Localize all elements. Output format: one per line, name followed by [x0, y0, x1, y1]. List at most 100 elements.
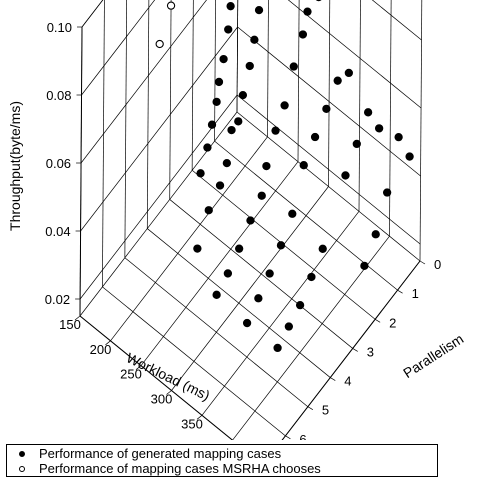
generated-point	[298, 30, 308, 39]
generated-point	[288, 209, 297, 218]
generated-point	[271, 126, 280, 135]
throughput-tick-label: 0.04	[45, 224, 70, 239]
generated-point	[245, 61, 254, 71]
generated-point	[280, 101, 289, 110]
parallelism-tick-label: 1	[412, 286, 419, 301]
generated-point	[215, 181, 225, 190]
right-wall-grid-line-vertical	[419, 0, 423, 262]
throughput-tick-label: 0.08	[46, 88, 71, 103]
generated-point	[226, 2, 235, 11]
chart-panels	[74, 0, 426, 440]
left-wall-grid-line-vertical	[124, 0, 127, 258]
generated-point	[242, 318, 252, 328]
generated-point	[322, 104, 331, 113]
left-wall-grid-line-vertical	[191, 0, 194, 171]
workload-tick-label: 200	[90, 342, 112, 357]
workload-tick-mark	[135, 365, 142, 370]
left-wall-grid-line-horizontal	[81, 0, 156, 96]
generated-point	[212, 290, 221, 299]
workload-tick-label: 150	[59, 317, 81, 332]
msrha-point	[155, 39, 164, 49]
floor-grid-line-parallelism	[147, 228, 331, 378]
generated-point	[204, 206, 213, 215]
generated-point	[254, 294, 263, 303]
generated-point	[196, 169, 205, 178]
left-wall-grid-line-horizontal	[80, 26, 238, 232]
generated-point	[307, 272, 316, 282]
generated-point	[234, 117, 243, 126]
right-wall-grid-line-horizontal	[287, 0, 422, 109]
legend-label-msrha: Performance of mapping cases MSRHA choos…	[39, 461, 321, 476]
generated-point	[315, 0, 322, 2]
parallelism-tick-label: 3	[367, 344, 374, 359]
legend-label-generated: Performance of generated mapping cases	[39, 446, 282, 461]
generated-point	[214, 77, 224, 87]
throughput-tick-label: 0.06	[46, 156, 71, 171]
generated-point	[341, 171, 350, 180]
generated-point	[284, 322, 294, 331]
generated-point	[303, 7, 312, 16]
generated-point	[295, 300, 305, 310]
right-wall-grid-line-vertical	[358, 0, 361, 212]
throughput-axis-line	[79, 26, 83, 317]
left-wall-grid-line-horizontal	[79, 94, 238, 300]
floor-grid-line-parallelism	[169, 199, 353, 349]
generated-point	[219, 54, 228, 64]
generated-point	[224, 25, 233, 34]
generated-point	[265, 269, 274, 278]
generated-point	[352, 139, 361, 149]
floor-grid-line-workload	[140, 161, 299, 366]
parallelism-tick-label: 6	[299, 432, 306, 440]
generated-point	[193, 244, 202, 253]
throughput-tick-label: 0.10	[47, 20, 72, 35]
generated-point	[257, 191, 266, 200]
generated-point	[344, 68, 353, 78]
generated-point	[254, 5, 264, 15]
generated-point	[203, 143, 212, 152]
generated-point	[235, 244, 244, 253]
generated-point	[289, 62, 298, 71]
floor-grid-line-parallelism	[102, 286, 286, 437]
generated-point	[394, 132, 403, 142]
floor-grid-line-workload	[110, 136, 268, 342]
generated-point	[276, 241, 286, 250]
parallelism-tick-mark	[374, 318, 381, 323]
generated-point	[222, 158, 232, 168]
left-wall-grid-line-vertical	[214, 0, 216, 142]
filled-circle-icon	[19, 450, 25, 457]
parallelism-tick-mark	[397, 289, 403, 294]
parallelism-tick-mark	[307, 406, 314, 411]
workload-tick-label: 300	[151, 392, 173, 407]
generated-point	[246, 216, 255, 225]
parallelism-tick-label: 2	[389, 315, 396, 330]
workload-tick-mark	[74, 315, 81, 321]
legend-entry-generated: Performance of generated mapping cases	[19, 446, 281, 461]
z-axis-title: Throughput(byte/ms)	[7, 101, 23, 231]
generated-point	[360, 261, 369, 271]
generated-point	[212, 97, 221, 107]
floor-grid-line-workload	[281, 260, 421, 440]
workload-tick-label: 250	[120, 367, 142, 382]
generated-point	[405, 152, 414, 161]
floor-grid-line-workload	[232, 235, 390, 440]
floor-grid-line-workload	[171, 186, 329, 391]
right-wall-grid-line-horizontal	[237, 26, 421, 177]
parallelism-axis-line	[281, 260, 421, 440]
floor-grid-line-workload	[201, 211, 360, 416]
generated-point	[238, 90, 248, 100]
generated-point	[318, 244, 327, 253]
y-axis-title: Parallelism	[400, 330, 466, 381]
parallelism-tick-label: 4	[344, 374, 351, 389]
generated-point	[273, 343, 282, 353]
right-wall-grid-line-vertical	[267, 0, 269, 137]
parallelism-tick-mark	[285, 435, 291, 440]
chart-legend: Performance of generated mapping cases P…	[6, 444, 438, 477]
parallelism-tick-mark	[330, 377, 336, 381]
parallelism-tick-mark	[352, 348, 358, 352]
right-wall-grid-line-vertical	[236, 0, 239, 113]
workload-tick-mark	[166, 390, 172, 395]
chart-points	[155, 0, 414, 353]
generated-point	[363, 108, 373, 117]
right-wall-grid-line-vertical	[328, 0, 331, 187]
generated-point	[299, 161, 308, 170]
